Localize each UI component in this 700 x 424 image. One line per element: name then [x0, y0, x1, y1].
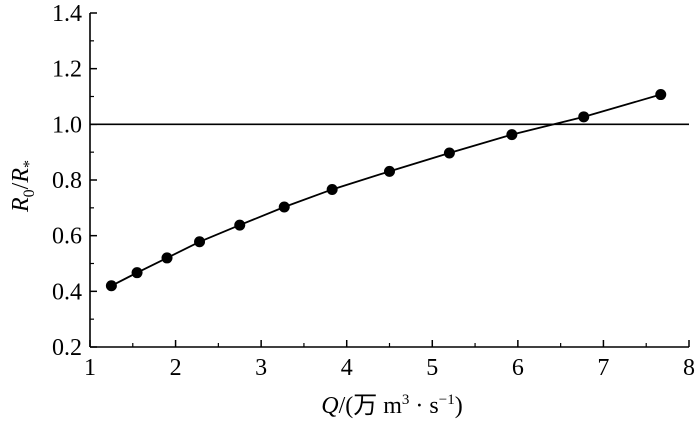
- y-axis-label: R0/R*: [8, 160, 38, 213]
- data-point: [278, 201, 290, 213]
- y-axis-slash: /: [8, 182, 34, 189]
- x-tick-label: 6: [512, 355, 524, 381]
- x-tick-label: 8: [683, 355, 695, 381]
- series-group: [105, 89, 667, 292]
- series-line: [110, 93, 662, 287]
- data-point: [384, 165, 395, 177]
- y-tick-label: 0.2: [52, 335, 82, 361]
- y-axis-sub1: 0: [21, 189, 38, 197]
- data-point: [443, 147, 455, 159]
- x-tick-label: 3: [255, 355, 267, 381]
- y-tick-label: 1.2: [52, 57, 82, 83]
- x-tick-label: 4: [341, 355, 353, 381]
- y-tick-label: 1.4: [52, 1, 82, 27]
- y-tick-label: 1.0: [52, 112, 82, 138]
- y-tick-label: 0.6: [52, 224, 82, 250]
- y-axis-var2: R: [8, 168, 34, 184]
- y-axis-var: R: [8, 197, 34, 213]
- data-point: [655, 89, 667, 101]
- data-point: [105, 280, 117, 292]
- x-axis-unit-sup2: −1: [439, 392, 455, 408]
- x-axis-unit-post: ): [455, 393, 463, 419]
- x-axis-unit-mid: · s: [409, 393, 438, 419]
- x-tick-label: 2: [170, 355, 182, 381]
- x-axis-label: Q/(万 m3 · s−1): [321, 392, 462, 419]
- axes-group: 1 2 3 4 5 6 7 8 0.2 0.4 0.6 0.8 1.0 1.2 1.4: [52, 1, 695, 381]
- x-tick-label: 5: [426, 355, 438, 381]
- data-point: [194, 236, 206, 248]
- data-point: [161, 252, 173, 264]
- x-tick-label: 1: [84, 355, 96, 381]
- data-point: [326, 183, 338, 195]
- data-point: [234, 219, 246, 231]
- x-axis-unit-sup1: 3: [402, 392, 410, 408]
- x-axis-var: Q: [321, 393, 338, 419]
- data-point: [131, 267, 143, 279]
- data-point: [578, 111, 590, 123]
- y-axis-sub2: *: [21, 160, 38, 168]
- y-tick-label: 0.4: [52, 279, 82, 305]
- y-tick-label: 0.8: [52, 168, 82, 194]
- data-point: [506, 129, 518, 141]
- x-axis-unit-pre: /(万 m: [339, 393, 403, 419]
- x-tick-label: 7: [597, 355, 609, 381]
